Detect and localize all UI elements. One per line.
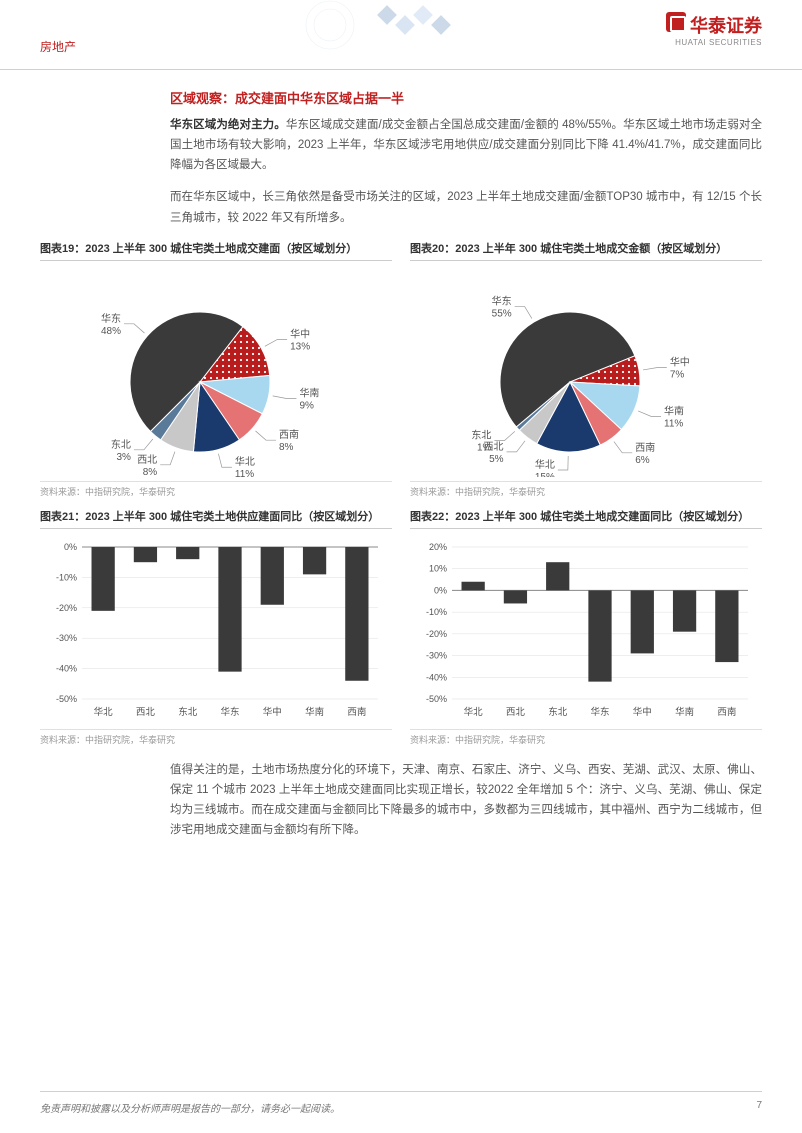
svg-text:华东: 华东: [101, 311, 121, 324]
logo-text-cn: 华泰证券: [690, 16, 762, 36]
section-title: 区域观察：成交建面中华东区域占据一半: [170, 88, 762, 107]
chart-21-block: 图表21：2023 上半年 300 城住宅类土地供应建面同比（按区域划分） -5…: [40, 508, 392, 746]
svg-text:1%: 1%: [477, 442, 492, 453]
svg-text:华南: 华南: [675, 706, 694, 718]
svg-text:-30%: -30%: [426, 650, 447, 660]
svg-text:华北: 华北: [464, 706, 484, 718]
chart-21-title: 图表21：2023 上半年 300 城住宅类土地供应建面同比（按区域划分）: [40, 508, 392, 529]
svg-text:11%: 11%: [235, 469, 254, 477]
svg-text:西南: 西南: [347, 706, 366, 718]
svg-text:东北: 东北: [471, 428, 491, 441]
svg-text:-40%: -40%: [56, 663, 77, 673]
svg-text:华东: 华东: [220, 706, 239, 718]
svg-text:华中: 华中: [633, 706, 652, 718]
paragraph-2: 而在华东区域中，长三角依然是备受市场关注的区域，2023 上半年土地成交建面/金…: [170, 187, 762, 227]
chart-grid: 图表19：2023 上半年 300 城住宅类土地成交建面（按区域划分） 华东48…: [40, 240, 762, 746]
chart-22-source: 资料来源：中指研究院，华泰研究: [410, 729, 762, 746]
chart-19-pie: 华东48%华中13%华南9%西南8%华北11%西北8%东北3%: [40, 267, 390, 477]
logo-text-en: HUATAI SECURITIES: [666, 38, 762, 47]
svg-text:西北: 西北: [506, 707, 526, 718]
svg-text:-50%: -50%: [426, 694, 447, 704]
svg-text:10%: 10%: [429, 563, 447, 573]
svg-text:华南: 华南: [305, 706, 324, 718]
chart-22-block: 图表22：2023 上半年 300 城住宅类土地成交建面同比（按区域划分） -5…: [410, 508, 762, 746]
svg-text:西南: 西南: [279, 428, 299, 441]
chart-20-pie: 华东55%华中7%华南11%西南6%华北15%西北5%东北1%: [410, 267, 760, 477]
svg-text:48%: 48%: [101, 325, 121, 336]
svg-text:东北: 东北: [111, 437, 131, 450]
svg-text:华中: 华中: [670, 355, 690, 368]
svg-text:-20%: -20%: [426, 628, 447, 638]
logo-icon: [666, 12, 686, 32]
svg-text:西北: 西北: [137, 453, 157, 465]
para1-lead: 华东区域为绝对主力。: [170, 119, 286, 131]
svg-text:华北: 华北: [94, 706, 114, 718]
svg-text:华南: 华南: [664, 404, 684, 417]
paragraph-1: 华东区域为绝对主力。华东区域成交建面/成交金额占全国总成交建面/金额的 48%/…: [170, 115, 762, 175]
chart-22-bar: -50% -40% -30% -20% -10% 0% 10% 20% 华北 西北 东北 华东 华中 华南…: [410, 535, 760, 725]
svg-text:-10%: -10%: [426, 607, 447, 617]
chart-20-title: 图表20：2023 上半年 300 城住宅类土地成交金额（按区域划分）: [410, 240, 762, 261]
svg-text:-50%: -50%: [56, 694, 77, 704]
page-header: 房地产 华泰证券 HUATAI SECURITIES: [0, 0, 802, 70]
svg-text:西北: 西北: [136, 707, 156, 718]
svg-text:华东: 华东: [590, 706, 609, 718]
svg-text:20%: 20%: [429, 542, 447, 552]
chart-19-title: 图表19：2023 上半年 300 城住宅类土地成交建面（按区域划分）: [40, 240, 392, 261]
svg-text:华北: 华北: [235, 455, 255, 468]
footer-disclaimer: 免责声明和披露以及分析师声明是报告的一部分，请务必一起阅读。: [40, 1100, 340, 1115]
svg-text:0%: 0%: [64, 542, 77, 552]
brand-logo: 华泰证券 HUATAI SECURITIES: [666, 12, 762, 47]
page-number: 7: [756, 1100, 762, 1115]
svg-text:7%: 7%: [670, 369, 685, 380]
svg-text:华中: 华中: [263, 706, 282, 718]
svg-text:11%: 11%: [664, 418, 683, 429]
svg-text:华中: 华中: [290, 327, 310, 340]
svg-text:-20%: -20%: [56, 602, 77, 612]
svg-text:华东: 华东: [492, 294, 512, 307]
svg-text:8%: 8%: [143, 466, 158, 476]
svg-text:3%: 3%: [116, 451, 131, 462]
chart-21-source: 资料来源：中指研究院，华泰研究: [40, 729, 392, 746]
chart-21-bar: -50% -40% -30% -20% -10% 0% 华北 西北 东北 华东 华中 华南 西南: [40, 535, 390, 725]
svg-text:8%: 8%: [279, 442, 294, 453]
svg-text:西南: 西南: [635, 440, 655, 453]
svg-text:0%: 0%: [434, 585, 447, 595]
svg-text:55%: 55%: [492, 308, 512, 319]
paragraph-3: 值得关注的是，土地市场热度分化的环境下，天津、南京、石家庄、济宁、义乌、西安、芜…: [170, 760, 762, 841]
svg-text:15%: 15%: [535, 472, 555, 477]
svg-text:-10%: -10%: [56, 572, 77, 582]
doc-category: 房地产: [40, 38, 76, 55]
svg-text:西南: 西南: [717, 706, 736, 718]
svg-text:6%: 6%: [635, 454, 650, 465]
main-content: 区域观察：成交建面中华东区域占据一半 华东区域为绝对主力。华东区域成交建面/成交…: [0, 70, 802, 840]
svg-text:-30%: -30%: [56, 633, 77, 643]
svg-text:华北: 华北: [535, 458, 555, 471]
svg-text:9%: 9%: [299, 400, 314, 411]
svg-text:-40%: -40%: [426, 672, 447, 682]
svg-text:东北: 东北: [548, 706, 568, 718]
svg-text:华南: 华南: [299, 386, 319, 399]
svg-text:13%: 13%: [290, 341, 310, 352]
chart-19-block: 图表19：2023 上半年 300 城住宅类土地成交建面（按区域划分） 华东48…: [40, 240, 392, 498]
chart-20-block: 图表20：2023 上半年 300 城住宅类土地成交金额（按区域划分） 华东55…: [410, 240, 762, 498]
svg-text:东北: 东北: [178, 706, 198, 718]
header-decoration: [260, 0, 480, 50]
chart-19-source: 资料来源：中指研究院，华泰研究: [40, 481, 392, 498]
chart-22-title: 图表22：2023 上半年 300 城住宅类土地成交建面同比（按区域划分）: [410, 508, 762, 529]
chart-20-source: 资料来源：中指研究院，华泰研究: [410, 481, 762, 498]
svg-text:5%: 5%: [489, 454, 504, 465]
page-footer: 免责声明和披露以及分析师声明是报告的一部分，请务必一起阅读。 7: [40, 1091, 762, 1115]
